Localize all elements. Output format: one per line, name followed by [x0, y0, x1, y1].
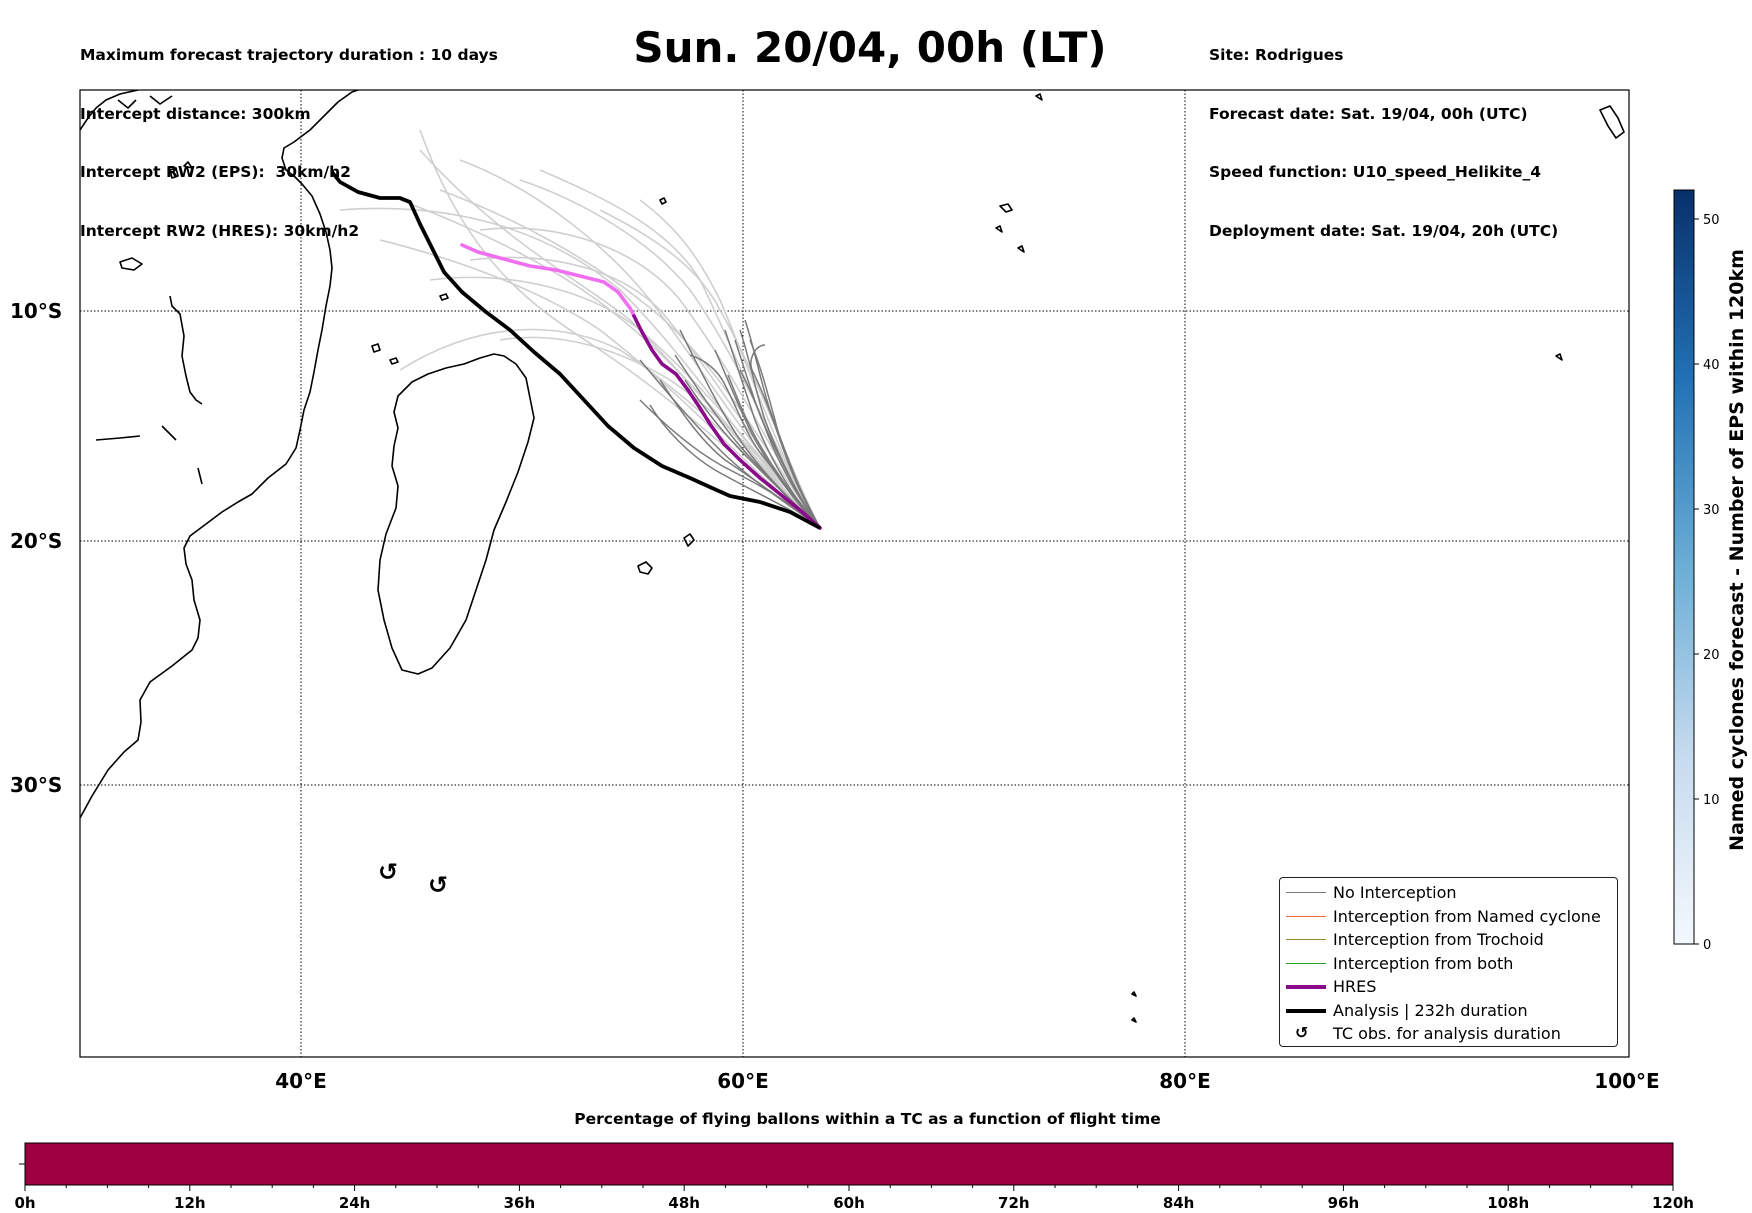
- colorbar-tick: 0: [1703, 938, 1711, 953]
- lon-label: 80°E: [1159, 1069, 1211, 1093]
- colorbar: 0 10 20 30 40 50: [1673, 189, 1720, 953]
- header-info-right: Site: Rodrigues Forecast date: Sat. 19/0…: [1209, 7, 1558, 261]
- legend: No Interception Interception from Named …: [1279, 877, 1618, 1047]
- mozambique-channel-islands: [95, 295, 203, 485]
- legend-swatch: [1286, 939, 1326, 940]
- colorbar-tick: 40: [1703, 358, 1720, 373]
- legend-label: Interception from both: [1333, 953, 1514, 973]
- info-line: Site: Rodrigues: [1209, 46, 1344, 64]
- tc-obs-symbol: ↺: [428, 871, 448, 899]
- legend-swatch: [1286, 915, 1326, 917]
- ensemble-trajectories-no-interception: [639, 319, 821, 529]
- legend-swatch: [1286, 892, 1326, 893]
- legend-swatch: [1286, 1008, 1326, 1013]
- coastlines: [80, 90, 1625, 1023]
- socotra-coastline: [119, 257, 143, 271]
- flight-time-tick-label: 84h: [1163, 1194, 1195, 1212]
- mauritius-island: [637, 561, 653, 575]
- maldives-islands: [1035, 93, 1625, 139]
- info-line: Intercept distance: 300km: [80, 104, 311, 123]
- colorbar-label: Named cyclones forecast - Number of EPS …: [1726, 249, 1748, 851]
- colorbar-tick: 30: [1703, 503, 1720, 518]
- legend-item-tc-obs: ↺ TC obs. for analysis duration: [1280, 1023, 1617, 1046]
- flight-time-tick-label: 36h: [504, 1194, 536, 1212]
- legend-label: Analysis | 232h duration: [1333, 1000, 1528, 1020]
- legend-label: HRES: [1333, 977, 1377, 996]
- flight-time-tick-label: 0h: [14, 1194, 35, 1212]
- tc-obs-icon: ↺: [1295, 1023, 1309, 1042]
- seychelles-islands: [439, 197, 667, 301]
- flight-time-tick-label: 108h: [1487, 1194, 1529, 1212]
- flight-time-tick-label: 24h: [339, 1194, 371, 1212]
- comoros-islands: [371, 343, 399, 365]
- chagos-islands: [995, 203, 1025, 253]
- lat-label: 30°S: [10, 773, 62, 797]
- page-title: Sun. 20/04, 00h (LT): [633, 23, 1107, 72]
- legend-item-analysis: Analysis | 232h duration: [1280, 1000, 1617, 1023]
- flight-time-tick-label: 12h: [174, 1194, 206, 1212]
- legend-item-trochoid: Interception from Trochoid: [1280, 929, 1617, 952]
- flight-time-tick-label: 48h: [668, 1194, 700, 1212]
- arabia-coastline: [80, 90, 173, 131]
- lon-label: 40°E: [275, 1069, 327, 1093]
- zanzibar-island: [169, 161, 193, 179]
- legend-swatch: [1286, 962, 1326, 964]
- hres-trajectory-early: [460, 243, 636, 318]
- hres-trajectory-late: [632, 314, 822, 530]
- madagascar-coastline: [377, 353, 535, 675]
- africa-coastline: [80, 90, 361, 819]
- lat-label: 10°S: [10, 299, 62, 323]
- legend-label: No Interception: [1333, 883, 1457, 902]
- flight-time-bar-title: Percentage of flying ballons within a TC…: [574, 1110, 1161, 1128]
- legend-label: Interception from Named cyclone: [1333, 906, 1601, 926]
- lon-label: 100°E: [1594, 1069, 1659, 1093]
- legend-swatch: [1286, 985, 1326, 989]
- info-line: Deployment date: Sat. 19/04, 20h (UTC): [1209, 221, 1559, 240]
- graticule: [80, 90, 1629, 1057]
- flight-time-bar-fill: [24, 1142, 1674, 1186]
- flight-time-tick-label: 60h: [833, 1194, 865, 1212]
- tc-obs-symbol: ↺: [378, 858, 398, 886]
- flight-time-tick-label: 72h: [998, 1194, 1030, 1212]
- info-line: Maximum forecast trajectory duration : 1…: [80, 46, 498, 64]
- colorbar-tick: 50: [1703, 213, 1720, 228]
- map-frame: [79, 89, 1630, 1058]
- reunion-island: [683, 533, 695, 547]
- colorbar-tick: 10: [1703, 793, 1720, 808]
- colorbar-gradient: [1673, 189, 1695, 945]
- colorbar-tick: 20: [1703, 648, 1720, 663]
- flight-time-bar: 0h 12h 24h 36h 48h 60h 72h 84h 96h 108h 120h: [14, 1142, 1694, 1212]
- legend-item-hres: HRES: [1280, 976, 1617, 999]
- amsterdam-island: [1131, 991, 1137, 1023]
- flight-time-tick-label: 120h: [1652, 1194, 1694, 1212]
- hres-trajectory: [460, 243, 822, 530]
- cocos-island: [1555, 353, 1563, 361]
- info-line: Forecast date: Sat. 19/04, 00h (UTC): [1209, 104, 1528, 123]
- legend-item-named-cyclone: Interception from Named cyclone: [1280, 906, 1617, 929]
- legend-item-both: Interception from both: [1280, 953, 1617, 976]
- lat-label: 20°S: [10, 529, 62, 553]
- info-line: Speed function: U10_speed_Helikite_4: [1209, 163, 1542, 181]
- lon-label: 60°E: [717, 1069, 769, 1093]
- legend-item-no-interception: No Interception: [1280, 882, 1617, 905]
- legend-label: TC obs. for analysis duration: [1333, 1024, 1561, 1043]
- analysis-trajectory: [330, 170, 821, 530]
- flight-time-tick-label: 96h: [1328, 1194, 1360, 1212]
- info-line: Intercept RW2 (HRES): 30km/h2: [80, 221, 360, 240]
- legend-label: Interception from Trochoid: [1333, 930, 1544, 949]
